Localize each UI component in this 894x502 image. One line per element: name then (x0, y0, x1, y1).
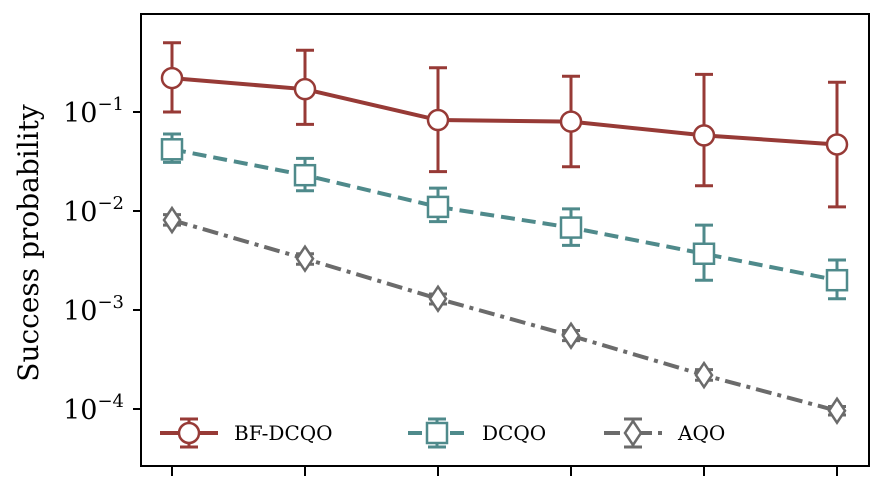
data-point (559, 216, 583, 239)
series-bf-dcqo (160, 41, 849, 209)
legend-item-dcqo: DCQO (408, 417, 546, 449)
data-point (827, 396, 847, 426)
data-point (694, 360, 714, 390)
y-tick-label-exponent: −3 (97, 292, 124, 313)
y-tick-label-exponent: −2 (97, 193, 124, 214)
series-line (171, 218, 838, 413)
data-point (825, 268, 849, 292)
y-tick-label: 10−3 (63, 292, 124, 327)
data-point (293, 163, 317, 187)
data-point (160, 66, 184, 90)
y-tick-label-base: 10 (63, 296, 97, 327)
data-point (162, 205, 182, 235)
series-dcqo (160, 132, 849, 301)
y-tick-label-exponent: −4 (97, 391, 124, 412)
data-point (426, 108, 450, 132)
y-axis-title: Success probability (12, 104, 45, 382)
y-tick-label: 10−2 (63, 193, 124, 228)
y-tick-label-base: 10 (63, 197, 97, 228)
legend-marker (623, 418, 643, 448)
legend: BF-DCQO DCQO AQO (160, 417, 725, 449)
data-point (692, 242, 716, 265)
series-aqo (162, 205, 847, 426)
legend-label: AQO (677, 421, 725, 445)
data-point (426, 195, 450, 219)
y-tick-label: 10−1 (63, 94, 124, 129)
data-point (428, 284, 448, 313)
legend-label: BF-DCQO (234, 421, 333, 445)
legend-label: DCQO (482, 421, 546, 445)
plot-frame (140, 13, 870, 467)
legend-marker (177, 421, 201, 445)
legend-item-bf-dcqo: BF-DCQO (160, 417, 333, 449)
x-axis-ticks (171, 466, 838, 476)
y-tick-label: 10−4 (63, 391, 124, 426)
legend-marker (425, 421, 449, 445)
y-axis-ticks: 10−110−210−310−4 (63, 94, 141, 426)
data-point (295, 244, 315, 273)
legend-item-aqo: AQO (604, 417, 725, 449)
y-tick-label-exponent: −1 (97, 94, 124, 115)
data-point (160, 138, 184, 161)
data-point (825, 133, 849, 156)
series-line (171, 76, 838, 147)
data-point (561, 321, 581, 350)
y-tick-label-base: 10 (63, 98, 97, 129)
series-line (171, 147, 838, 283)
data-point (559, 110, 583, 133)
data-point (293, 77, 317, 101)
y-tick-label-base: 10 (63, 395, 97, 426)
series-layer (160, 41, 849, 426)
data-point (692, 124, 716, 147)
